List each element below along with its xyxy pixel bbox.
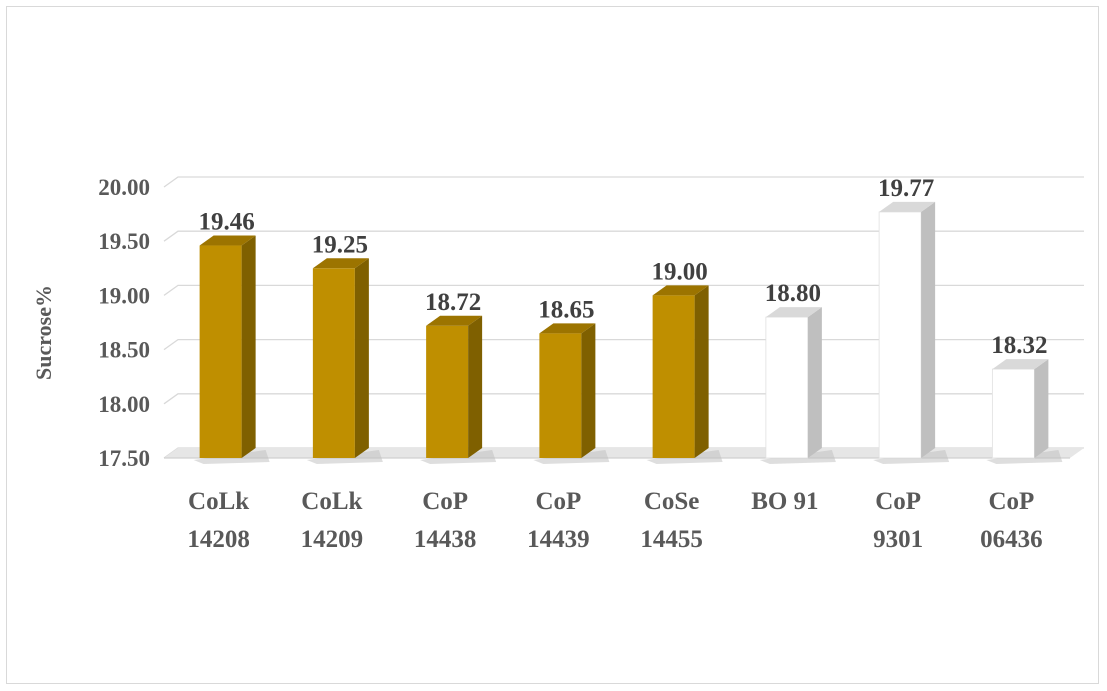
bar-front	[199, 245, 242, 458]
bar-side	[241, 235, 256, 458]
data-label: 19.00	[652, 258, 708, 285]
floor	[164, 448, 1084, 458]
x-tick-label: CoP	[422, 488, 468, 515]
bar-chart: 17.50 18.00 18.50 19.00 19.50 20.00 Sucrose% 19…	[31, 175, 1084, 553]
y-tick-label: 18.50	[98, 338, 150, 363]
x-tick-label: CoSe	[644, 488, 700, 515]
bar-top	[992, 359, 1049, 370]
bar-top	[312, 258, 369, 269]
x-tick-label: CoP	[988, 488, 1034, 515]
bar-side	[694, 285, 709, 458]
x-tick-label: 14455	[640, 526, 703, 553]
data-label: 18.65	[538, 296, 594, 323]
x-tick-label: CoLk	[188, 488, 249, 515]
y-tick-label: 17.50	[98, 446, 150, 471]
data-label: 18.72	[425, 289, 481, 316]
bar-side	[354, 258, 369, 458]
x-tick-label: 9301	[873, 526, 923, 553]
gridline	[163, 230, 1084, 242]
y-tick-label: 19.00	[98, 283, 150, 308]
chart-frame: 17.50 18.00 18.50 19.00 19.50 20.00 Sucrose% 19…	[6, 6, 1099, 684]
bar-side	[921, 201, 936, 458]
bar-top	[765, 307, 822, 318]
gridline	[163, 393, 1084, 405]
bar-top	[879, 201, 936, 212]
y-tick-label: 20.00	[98, 175, 150, 200]
y-tick-label: 19.50	[98, 229, 150, 254]
data-label: 18.32	[991, 332, 1047, 359]
bar-front	[426, 325, 469, 458]
x-tick-label: BO 91	[751, 488, 818, 515]
x-tick-label: 06436	[980, 526, 1043, 553]
data-label: 18.80	[765, 280, 821, 307]
x-tick-label: CoP	[875, 488, 921, 515]
bar-front	[991, 368, 1035, 459]
bar-front	[312, 268, 355, 458]
bar-top	[539, 323, 596, 334]
gridline	[163, 284, 1084, 296]
y-tick-label: 18.00	[98, 392, 150, 417]
y-axis-title: Sucrose%	[31, 285, 56, 380]
data-label: 19.77	[878, 175, 934, 202]
gridline	[163, 176, 1084, 188]
bar-side	[807, 307, 822, 458]
bar-front	[652, 295, 695, 458]
x-tick-label: 14439	[527, 526, 590, 553]
bar-top	[652, 285, 709, 296]
x-tick-label: 14209	[301, 526, 364, 553]
bar-side	[581, 323, 596, 458]
bar-top	[199, 235, 256, 246]
bar-side	[468, 315, 483, 458]
bar-front	[765, 316, 809, 459]
bar-side	[1034, 359, 1049, 458]
data-label: 19.46	[199, 209, 255, 236]
bar-front	[539, 333, 582, 458]
gridline	[163, 338, 1084, 351]
x-tick-label: CoLk	[301, 488, 362, 515]
x-tick-label: CoP	[535, 488, 581, 515]
bar-front	[878, 211, 922, 459]
x-tick-label: 14208	[187, 526, 250, 553]
data-label: 19.25	[312, 231, 368, 258]
bar-top	[426, 315, 483, 326]
x-tick-label: 14438	[414, 526, 477, 553]
